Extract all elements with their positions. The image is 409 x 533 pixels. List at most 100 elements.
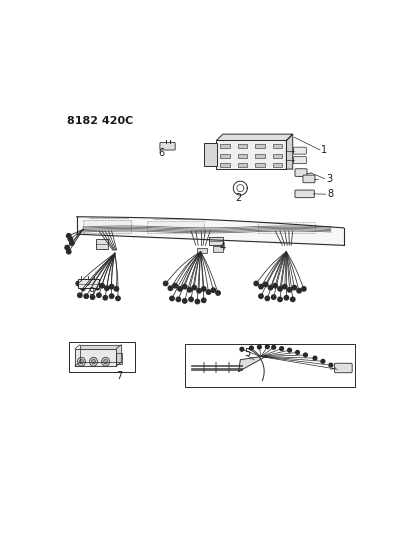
Bar [237,154,247,158]
Polygon shape [265,345,269,349]
Polygon shape [292,285,296,290]
Text: 6: 6 [158,148,164,158]
Polygon shape [169,296,174,301]
Polygon shape [290,297,294,302]
Polygon shape [279,346,283,351]
FancyBboxPatch shape [334,363,351,373]
Polygon shape [66,249,71,254]
FancyBboxPatch shape [294,169,306,176]
Polygon shape [81,286,85,290]
Polygon shape [271,295,275,300]
Bar [116,353,122,364]
Polygon shape [182,285,187,289]
Polygon shape [328,363,332,367]
Bar [237,163,247,167]
Polygon shape [201,287,205,291]
Bar [237,144,247,148]
Bar [197,247,207,253]
Bar [69,342,135,373]
Polygon shape [109,285,114,289]
Polygon shape [65,245,69,250]
Polygon shape [211,288,215,293]
Text: 5: 5 [244,349,250,358]
Polygon shape [296,288,301,293]
Polygon shape [103,295,107,300]
Polygon shape [189,297,193,302]
Polygon shape [168,286,172,290]
Polygon shape [303,353,307,357]
Polygon shape [216,134,292,141]
FancyBboxPatch shape [293,157,306,164]
Bar [96,239,108,248]
Polygon shape [282,285,286,289]
FancyBboxPatch shape [160,142,175,150]
Polygon shape [257,345,261,349]
Polygon shape [263,282,267,287]
Polygon shape [267,285,272,290]
Polygon shape [85,284,90,288]
Polygon shape [258,285,263,289]
Bar [220,144,229,148]
Bar [255,144,264,148]
Polygon shape [100,284,104,288]
Ellipse shape [101,357,109,366]
Polygon shape [115,296,120,301]
Polygon shape [176,297,180,302]
Ellipse shape [77,357,85,366]
Polygon shape [90,295,94,300]
FancyBboxPatch shape [302,175,314,183]
Ellipse shape [91,359,95,364]
Polygon shape [76,281,80,286]
Ellipse shape [89,357,97,366]
Polygon shape [271,345,275,349]
Ellipse shape [79,359,83,364]
FancyBboxPatch shape [294,190,314,198]
Bar [257,222,314,233]
Bar [216,141,286,169]
Bar [272,163,282,167]
Text: 8: 8 [326,189,333,199]
Bar [208,237,222,245]
Polygon shape [287,348,291,352]
Bar [255,163,264,167]
Polygon shape [335,367,338,371]
Bar [83,220,130,232]
Polygon shape [301,287,306,291]
Polygon shape [254,281,258,286]
Polygon shape [70,241,74,245]
Bar [213,246,222,252]
Bar [146,221,203,232]
Polygon shape [238,356,267,372]
Polygon shape [191,285,196,290]
Bar [272,144,282,148]
Text: 7: 7 [116,372,122,381]
Polygon shape [75,349,116,366]
Bar [272,154,282,158]
Text: 2: 2 [235,192,241,203]
Polygon shape [272,284,277,288]
Polygon shape [196,288,201,293]
Polygon shape [285,134,292,169]
Polygon shape [206,290,210,294]
Polygon shape [114,287,118,291]
Polygon shape [163,281,167,286]
Bar [203,143,217,166]
Text: 4: 4 [219,242,225,252]
Bar [220,154,229,158]
Polygon shape [216,291,220,295]
Polygon shape [239,348,243,351]
Polygon shape [95,285,99,290]
Polygon shape [320,359,324,363]
Bar [184,344,354,387]
Bar [78,279,99,288]
Polygon shape [195,300,199,304]
Polygon shape [283,295,288,300]
Polygon shape [77,293,82,297]
Polygon shape [104,286,109,290]
Polygon shape [295,351,299,354]
Text: 1: 1 [321,145,327,155]
Polygon shape [80,345,121,362]
Polygon shape [265,296,269,301]
Polygon shape [182,298,187,303]
Polygon shape [90,282,94,287]
